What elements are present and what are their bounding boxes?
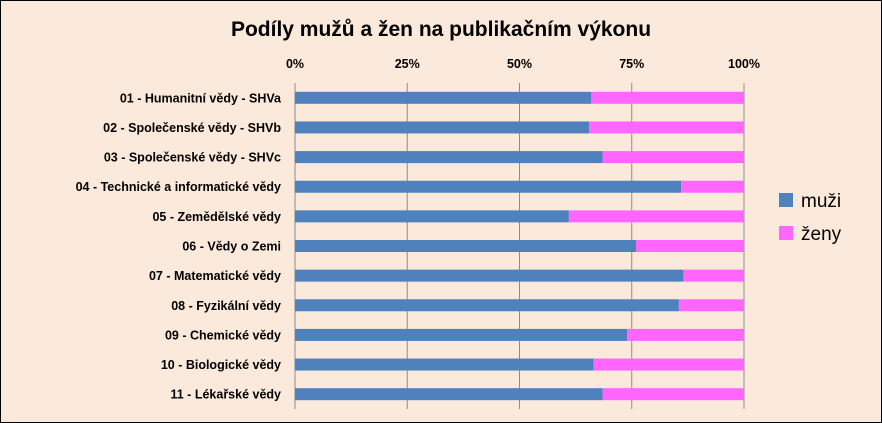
category-label: 07 - Matematické vědy bbox=[149, 269, 281, 283]
x-tick-label: 50% bbox=[507, 57, 532, 71]
bar-zeny bbox=[678, 299, 744, 312]
x-tick-labels: 0% 25% 50% 75% 100% bbox=[286, 57, 760, 71]
bar-zeny bbox=[636, 240, 744, 252]
bar-muzi bbox=[295, 299, 679, 312]
bar-zeny bbox=[681, 180, 744, 193]
bar-zeny bbox=[602, 151, 744, 164]
bar-zeny bbox=[593, 358, 744, 371]
legend: muži ženy bbox=[779, 191, 842, 245]
x-tick-label: 75% bbox=[619, 57, 644, 71]
category-label: 03 - Společenské vědy - SHVc bbox=[104, 151, 281, 165]
bar-muzi bbox=[295, 358, 594, 371]
category-label: 08 - Fyzikální vědy bbox=[171, 299, 281, 313]
category-label: 02 - Společenské vědy - SHVb bbox=[103, 121, 281, 135]
x-tick-label: 0% bbox=[286, 57, 304, 71]
category-label: 01 - Humanitní vědy - SHVa bbox=[120, 91, 282, 105]
bar-muzi bbox=[295, 151, 603, 164]
chart-title: Podíly mužů a žen na publikačním výkonu bbox=[231, 18, 651, 41]
bar-muzi bbox=[295, 121, 590, 134]
category-label: 09 - Chemické vědy bbox=[165, 328, 281, 342]
bar-muzi bbox=[295, 269, 684, 282]
bar-muzi bbox=[295, 240, 637, 252]
bar-muzi bbox=[295, 91, 592, 104]
category-labels: 01 - Humanitní vědy - SHVa 02 - Společens… bbox=[76, 91, 282, 401]
bar-zeny bbox=[683, 269, 744, 282]
legend-label: ženy bbox=[801, 224, 842, 245]
category-label: 11 - Lékařské vědy bbox=[171, 388, 282, 402]
bar-zeny bbox=[568, 210, 744, 223]
legend-label: muži bbox=[801, 191, 841, 212]
legend-swatch bbox=[779, 193, 793, 207]
category-label: 06 - Vědy o Zemi bbox=[182, 240, 281, 254]
x-tick-label: 25% bbox=[395, 57, 420, 71]
bar-muzi bbox=[295, 180, 682, 193]
category-label: 04 - Technické a informatické vědy bbox=[76, 180, 281, 194]
bar-zeny bbox=[602, 388, 744, 401]
category-label: 10 - Biologické vědy bbox=[161, 358, 281, 372]
bars bbox=[295, 91, 744, 401]
bar-zeny bbox=[591, 91, 744, 104]
legend-swatch bbox=[779, 226, 793, 240]
bar-zeny bbox=[589, 121, 744, 134]
bar-zeny bbox=[627, 328, 744, 341]
bar-muzi bbox=[295, 388, 603, 401]
category-label: 05 - Zemědělské vědy bbox=[152, 210, 281, 224]
bar-muzi bbox=[295, 328, 628, 341]
bar-muzi bbox=[295, 210, 569, 223]
x-tick-label: 100% bbox=[728, 57, 760, 71]
